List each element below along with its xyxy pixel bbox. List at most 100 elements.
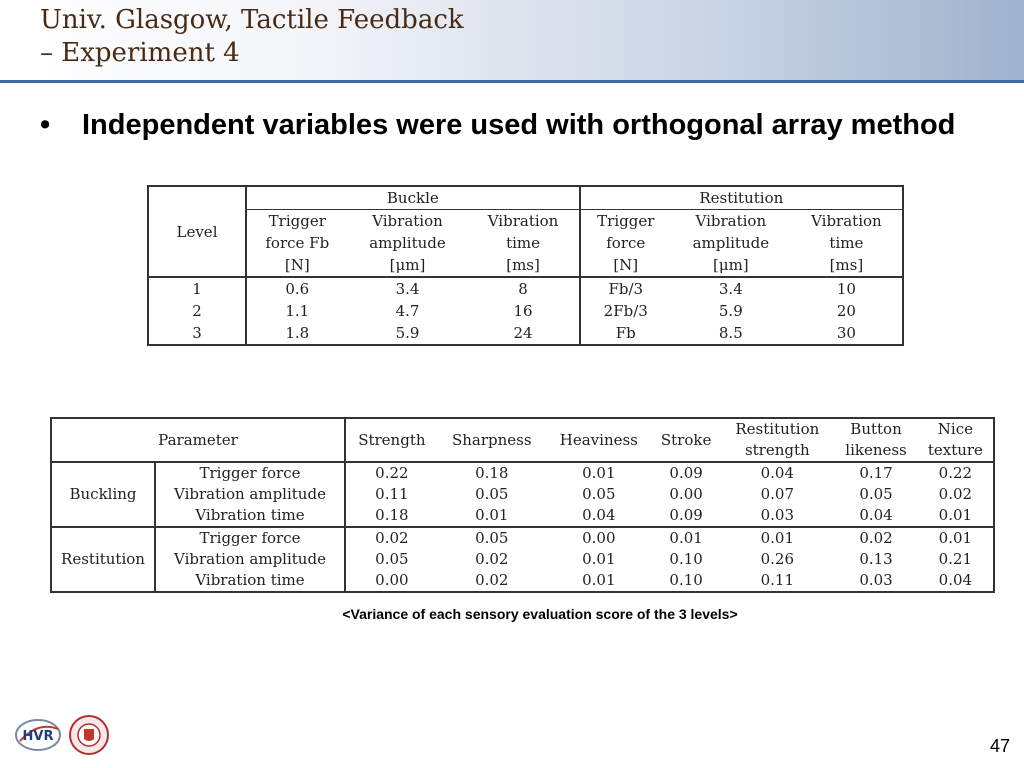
variance-value: 0.02: [344, 526, 438, 549]
title-rule: [0, 80, 1024, 83]
table-row: Vibration time 0.00 0.02 0.01 0.10 0.11 0.03 0.…: [51, 570, 994, 592]
column-header-name: Vibration: [372, 212, 443, 230]
cell-value: 24: [513, 324, 533, 342]
variance-value: 0.00: [669, 485, 703, 503]
score-column-label: Heaviness: [559, 430, 638, 449]
parameter-name: Vibration amplitude: [154, 484, 345, 505]
value-cell: 3.4 5.9 8.5: [671, 277, 791, 345]
table-row: Vibration amplitude 0.05 0.02 0.01 0.10 0.26 0…: [51, 549, 994, 570]
level-value: 1: [192, 280, 202, 298]
variance-value: 0.21: [938, 550, 973, 568]
slide-title-line1: Univ. Glasgow, Tactile Feedback: [40, 5, 464, 35]
column-header-name: Trigger: [268, 212, 326, 230]
column-header: Trigger force Fb [N]: [245, 209, 348, 278]
cell-value: 1.1: [285, 302, 310, 320]
variance-value: 0.05: [344, 549, 438, 570]
score-column-header: Stroke: [651, 418, 721, 463]
column-header-unit: [μm]: [712, 256, 749, 274]
variance-value: 0.11: [760, 571, 795, 589]
levels-table: Level Buckle Restitution Trigger force Fb…: [147, 185, 904, 346]
variance-value: 0.01: [475, 506, 509, 524]
variance-value: 0.01: [582, 571, 616, 589]
cell-value: 30: [836, 324, 856, 342]
score-column-label: Sharpness: [451, 430, 532, 449]
column-header-name: Trigger: [597, 212, 655, 230]
column-header-sub: force Fb: [265, 234, 330, 252]
parameter-name: Trigger force: [154, 526, 345, 549]
value-cell: 10 20 30: [791, 277, 903, 345]
score-column-header: Button likeness: [834, 418, 918, 463]
cell-value: 1.8: [285, 324, 310, 342]
level-value: 3: [192, 324, 202, 342]
variance-value: 0.03: [859, 571, 893, 589]
cell-value: 3.4: [395, 280, 420, 298]
level-cell: 1 2 3: [148, 277, 246, 345]
cell-value: 4.7: [395, 302, 420, 320]
variance-value: 0.10: [669, 571, 703, 589]
column-header-name: Vibration: [695, 212, 767, 230]
variance-value: 0.05: [475, 485, 509, 503]
score-column-label: likeness: [845, 441, 907, 459]
variance-value: 0.01: [938, 506, 973, 524]
variance-value: 0.13: [859, 550, 893, 568]
variance-value: 0.02: [475, 550, 509, 568]
variance-value: 0.07: [760, 485, 795, 503]
variance-value: 0.11: [344, 484, 438, 505]
score-column-label: texture: [927, 441, 983, 459]
cell-value: 5.9: [718, 302, 743, 320]
variance-value: 0.05: [437, 526, 546, 549]
score-column-header: Sharpness: [437, 418, 546, 463]
column-header-sub: amplitude: [692, 234, 770, 252]
column-header-sub: time: [829, 234, 864, 252]
cell-value: Fb/3: [608, 280, 644, 298]
cell-value: 16: [513, 302, 533, 320]
variance-value: 0.04: [859, 506, 893, 524]
group-name: Buckling: [69, 485, 137, 503]
level-header: Level: [148, 186, 246, 278]
variance-value: 0.22: [938, 464, 973, 482]
variance-value: 0.01: [582, 550, 616, 568]
parameter-name: Trigger force: [154, 462, 345, 484]
cell-value: 8: [518, 280, 528, 298]
title-bar: [0, 0, 1024, 80]
value-cell: 8 16 24: [467, 277, 579, 345]
slide-title-line2: – Experiment 4: [40, 38, 240, 68]
cell-value: 3.4: [718, 280, 743, 298]
group-header-buckle: Buckle: [245, 186, 580, 210]
variance-value: 0.05: [582, 485, 616, 503]
variance-value: 0.09: [669, 464, 703, 482]
group-name: Restitution: [51, 526, 155, 592]
score-column-header: Heaviness: [545, 418, 652, 463]
cell-value: 20: [836, 302, 856, 320]
group-header-restitution: Restitution: [578, 186, 903, 210]
variance-value: 0.01: [582, 464, 616, 482]
score-column-label: Restitution: [735, 420, 820, 438]
cell-value: 10: [836, 280, 856, 298]
cell-value: 0.6: [285, 280, 310, 298]
page-number: 47: [989, 736, 1010, 756]
parameter-header: Parameter: [51, 418, 345, 463]
variance-value: 0.04: [760, 464, 795, 482]
column-header: Vibration amplitude [μm]: [670, 209, 791, 278]
column-header-unit: [ms]: [829, 256, 864, 274]
variance-value: 0.18: [344, 505, 438, 527]
logo-text: HVR: [23, 729, 54, 744]
variance-table: Parameter Strength Sharpness Heaviness Stro…: [50, 417, 995, 593]
score-column-header: Nice texture: [917, 418, 994, 463]
column-header-unit: [N]: [613, 256, 639, 274]
university-seal-icon: [69, 715, 109, 755]
cell-value: 8.5: [718, 324, 743, 342]
variance-value: 0.10: [669, 550, 703, 568]
bullet-icon: •: [40, 109, 51, 141]
cell-value: 2Fb/3: [603, 302, 648, 320]
column-header-sub: time: [506, 234, 541, 252]
variance-value: 0.09: [669, 506, 703, 524]
column-header: Vibration time [ms]: [790, 209, 903, 278]
variance-value: 0.05: [859, 485, 893, 503]
parameter-name: Vibration time: [154, 505, 345, 527]
variance-value: 0.01: [720, 526, 835, 549]
variance-value: 0.26: [760, 550, 795, 568]
bullet-text: Independent variables were used with ort…: [82, 109, 956, 141]
score-column-label: Strength: [358, 430, 426, 449]
variance-value: 0.02: [834, 526, 918, 549]
